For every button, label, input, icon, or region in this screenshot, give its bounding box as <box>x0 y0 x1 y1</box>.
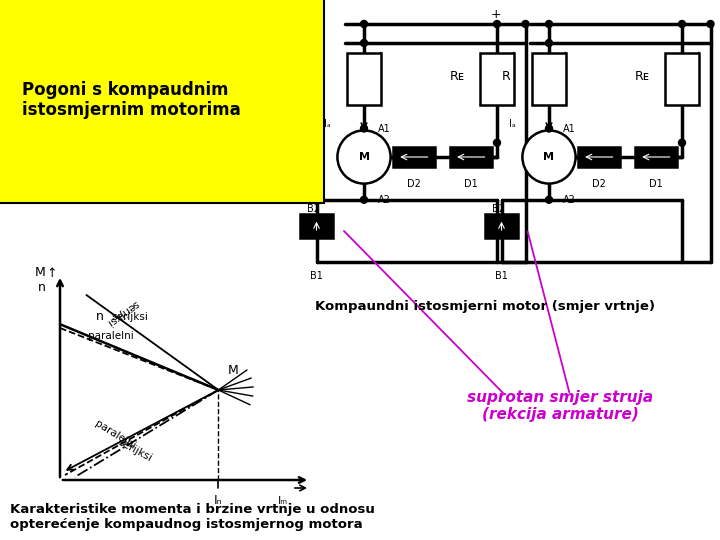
Circle shape <box>678 21 685 28</box>
Text: Kompaundni istosmjerni motor (smjer vrtnje): Kompaundni istosmjerni motor (smjer vrtn… <box>315 300 655 313</box>
Text: M
n: M n <box>35 266 46 294</box>
Text: Iₐ: Iₐ <box>324 119 330 129</box>
Circle shape <box>546 39 552 46</box>
Text: +: + <box>306 8 317 21</box>
Text: R: R <box>317 70 325 83</box>
Text: Pogoni s kompaudnim
istosmjernim motorima: Pogoni s kompaudnim istosmjernim motorim… <box>22 80 240 119</box>
Bar <box>300 214 333 238</box>
Text: serijksi: serijksi <box>117 437 153 463</box>
Circle shape <box>361 39 367 46</box>
Text: D1: D1 <box>649 179 662 189</box>
Text: −: − <box>490 36 502 50</box>
Circle shape <box>493 139 500 146</box>
Circle shape <box>361 125 367 132</box>
Circle shape <box>707 21 714 28</box>
Bar <box>347 52 381 105</box>
Bar <box>532 52 566 105</box>
Circle shape <box>546 125 552 132</box>
Text: Karakteristike momenta i brzine vrtnje u odnosu
opterećenje kompaudnog istosmjer: Karakteristike momenta i brzine vrtnje u… <box>10 503 375 531</box>
Text: Rᴇ: Rᴇ <box>449 70 464 83</box>
Circle shape <box>678 139 685 146</box>
Circle shape <box>338 130 391 184</box>
Text: R: R <box>502 70 510 83</box>
Text: B1: B1 <box>495 271 508 281</box>
Circle shape <box>546 196 552 203</box>
Text: Iₙ: Iₙ <box>214 494 222 507</box>
Text: A2: A2 <box>378 195 391 205</box>
Text: D1: D1 <box>464 179 478 189</box>
Text: +: + <box>491 8 502 21</box>
Text: suprotan smjer struja
(rekcija armature): suprotan smjer struja (rekcija armature) <box>467 390 653 422</box>
Text: D2: D2 <box>407 179 420 189</box>
Text: M: M <box>228 363 239 376</box>
Text: serijksi: serijksi <box>104 298 140 328</box>
Circle shape <box>522 21 529 28</box>
Text: A1: A1 <box>378 124 391 133</box>
Circle shape <box>361 196 367 203</box>
Text: M: M <box>544 152 554 162</box>
Text: n: n <box>96 310 104 323</box>
Text: A2: A2 <box>563 195 576 205</box>
Bar <box>449 146 492 167</box>
Text: B2: B2 <box>307 204 320 214</box>
Text: paralelni: paralelni <box>88 331 134 341</box>
Text: −: − <box>305 36 317 50</box>
Text: M: M <box>359 152 369 162</box>
Bar <box>577 146 620 167</box>
Circle shape <box>546 21 552 28</box>
Text: Rᴇ: Rᴇ <box>634 70 649 83</box>
Text: Iₘ: Iₘ <box>278 496 288 506</box>
Text: paralelni: paralelni <box>93 418 137 451</box>
Text: Iₐ: Iₐ <box>509 119 516 129</box>
Circle shape <box>361 21 367 28</box>
Bar <box>485 214 518 238</box>
Bar <box>392 146 436 167</box>
Text: serijksi: serijksi <box>112 312 148 322</box>
Text: A1: A1 <box>563 124 576 133</box>
Bar <box>634 146 678 167</box>
Bar <box>665 52 698 105</box>
Bar <box>480 52 513 105</box>
Text: B1: B1 <box>310 271 323 281</box>
Circle shape <box>523 130 575 184</box>
Circle shape <box>493 21 500 28</box>
Text: D2: D2 <box>592 179 606 189</box>
Text: B2: B2 <box>492 204 505 214</box>
Text: ↑: ↑ <box>47 267 58 280</box>
